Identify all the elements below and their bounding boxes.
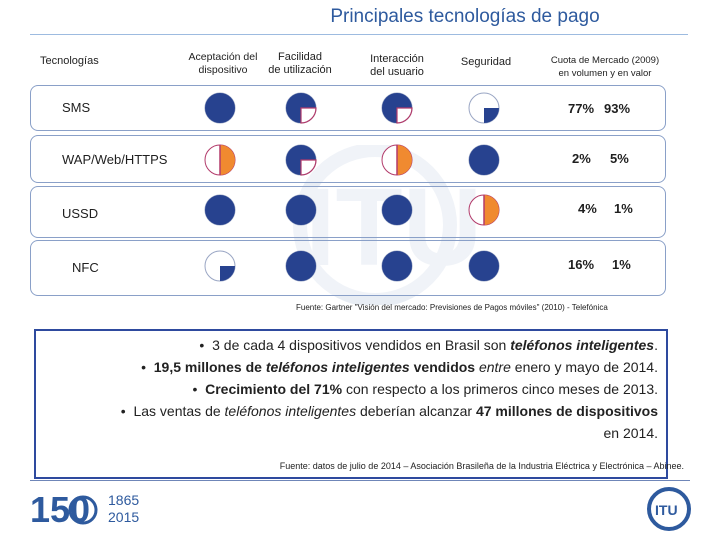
header-market-share: Cuota de Mercado (2009) en volumen y en … xyxy=(535,54,675,80)
rating-pie-sms-interaction xyxy=(381,92,413,124)
fact-2-end: enero y mayo de 2014. xyxy=(510,359,658,375)
fact-line-2: • 19,5 millones de teléfonos inteligente… xyxy=(141,359,658,375)
row-label-ussd: USSD xyxy=(62,206,99,221)
rating-pie-ussd-security xyxy=(468,194,500,226)
bullet-1: • xyxy=(199,337,205,353)
row-box-ussd xyxy=(30,186,666,238)
logo-years-top: 1865 xyxy=(108,492,139,508)
rating-pie-nfc-security xyxy=(468,250,500,282)
fact-2-text: 19,5 millones de xyxy=(153,359,266,375)
source-abinee: Fuente: datos de julio de 2014 – Asociac… xyxy=(279,461,684,471)
header-ease-line2: de utilización xyxy=(268,64,332,76)
fact-4-em: teléfonos inteligentes xyxy=(224,403,357,419)
header-technologies: Tecnologías xyxy=(40,55,99,67)
fact-3-text: Crecimiento del 71% xyxy=(205,381,343,397)
fact-4-end: en 2014. xyxy=(603,425,659,441)
header-ease-line1: Facilidad xyxy=(277,51,323,63)
row-box-wap xyxy=(30,135,666,183)
header-interaction: Interacción del usuario xyxy=(357,53,437,79)
fact-line-5: en 2014. xyxy=(604,425,659,441)
fact-4-text: Las ventas de xyxy=(133,403,225,419)
rating-pie-wap-acceptance xyxy=(204,144,236,176)
header-acceptance: Aceptación del dispositivo xyxy=(178,51,268,77)
rating-pie-ussd-acceptance xyxy=(204,194,236,226)
bullet-2: • xyxy=(141,359,146,375)
logo-years-bottom: 2015 xyxy=(108,509,139,525)
fact-3-end: con respecto a los primeros cinco meses … xyxy=(342,381,658,397)
header-interaction-line2: del usuario xyxy=(370,66,424,78)
header-share-line2: en volumen y en valor xyxy=(558,68,652,79)
header-interaction-line1: Interacción xyxy=(370,53,424,65)
bullet-3: • xyxy=(192,381,198,397)
itu-logo: ITU xyxy=(647,487,691,531)
fact-4-strong: 47 millones de dispositivos xyxy=(475,403,658,419)
footer-divider xyxy=(30,480,690,481)
header-security: Seguridad xyxy=(460,56,512,68)
ratings-pies xyxy=(204,92,500,282)
fact-line-3: • Crecimiento del 71% con respecto a los… xyxy=(192,381,658,397)
fact-4-mid: deberían alcanzar xyxy=(356,403,476,419)
rating-pie-nfc-acceptance xyxy=(204,250,236,282)
header-ease: Facilidad de utilización xyxy=(260,51,340,77)
rating-pie-ussd-interaction xyxy=(381,194,413,226)
key-facts-box: • 3 de cada 4 dispositivos vendidos en B… xyxy=(34,329,668,479)
fact-1-em: teléfonos inteligentes xyxy=(510,337,655,353)
fact-2-mid: vendidos xyxy=(409,359,479,375)
header-acceptance-line2: dispositivo xyxy=(198,64,248,76)
fact-line-4: • Las ventas de teléfonos inteligentes d… xyxy=(121,403,658,419)
rating-pie-sms-security xyxy=(468,92,500,124)
row-label-nfc: NFC xyxy=(72,260,99,275)
rating-pie-nfc-ease xyxy=(285,250,317,282)
rating-pie-wap-security xyxy=(468,144,500,176)
share-volume-ussd: 4% xyxy=(578,201,597,216)
share-value-sms: 93% xyxy=(604,101,631,116)
share-volume-wap: 2% xyxy=(572,151,591,166)
fact-2-em: teléfonos inteligentes xyxy=(265,359,410,375)
header-share-line1: Cuota de Mercado (2009) xyxy=(550,55,660,66)
share-volume-sms: 77% xyxy=(568,101,595,116)
fact-2-em2: entre xyxy=(478,359,511,375)
itu-150-logo: 150 1865 2015 xyxy=(30,489,139,530)
title-divider xyxy=(30,34,688,35)
header-acceptance-line1: Aceptación del xyxy=(188,51,258,63)
logo-150-ring xyxy=(68,495,98,525)
rating-pie-ussd-ease xyxy=(285,194,317,226)
fact-1-end: . xyxy=(654,337,658,353)
rating-pie-sms-acceptance xyxy=(204,92,236,124)
row-box-sms xyxy=(30,85,666,131)
row-label-wap: WAP/Web/HTTPS xyxy=(62,152,168,167)
row-box-nfc xyxy=(30,240,666,296)
rating-pie-nfc-interaction xyxy=(381,250,413,282)
page-title: Principales tecnologías de pago xyxy=(330,6,600,27)
bullet-4: • xyxy=(120,403,126,419)
rating-pie-sms-ease xyxy=(285,92,317,124)
fact-1-text: 3 de cada 4 dispositivos vendidos en Bra… xyxy=(212,337,511,353)
row-label-sms: SMS xyxy=(62,100,91,115)
rating-pie-wap-interaction xyxy=(381,144,413,176)
share-value-ussd: 1% xyxy=(614,201,633,216)
rating-pie-wap-ease xyxy=(285,144,317,176)
share-volume-nfc: 16% xyxy=(568,257,595,272)
share-value-nfc: 1% xyxy=(612,257,631,272)
source-gartner: Fuente: Gartner "Visión del mercado: Pre… xyxy=(296,303,608,312)
fact-line-1: • 3 de cada 4 dispositivos vendidos en B… xyxy=(199,337,658,353)
share-value-wap: 5% xyxy=(610,151,629,166)
itu-logo-text: ITU xyxy=(655,502,678,518)
